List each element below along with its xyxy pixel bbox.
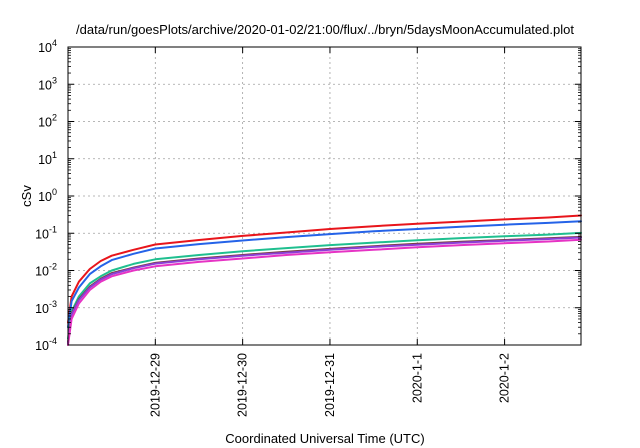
chart-title: /data/run/goesPlots/archive/2020-01-02/2…: [76, 22, 574, 37]
y-axis: 10-4 10-3 10-2 10-1 100 101 102 103 104: [35, 38, 581, 353]
y-tick-label: 101: [38, 150, 57, 167]
y-axis-label: cSv: [19, 185, 34, 207]
x-tick-label: 2019-12-31: [323, 353, 337, 417]
series-line-2: [67, 220, 582, 329]
y-tick-label: 10-1: [35, 224, 57, 241]
series-line-1: [67, 214, 582, 324]
grid: [68, 47, 581, 345]
y-tick-label: 10-3: [35, 299, 57, 316]
y-tick-label: 102: [38, 113, 57, 130]
y-tick-label: 10-4: [35, 336, 57, 353]
series-line-5: [67, 236, 582, 345]
y-tick-label: 104: [38, 38, 57, 55]
y-tick-label: 10-2: [35, 262, 57, 279]
x-tick-label: 2020-1-1: [410, 353, 424, 403]
x-tick-label: 2019-12-29: [148, 353, 162, 417]
series-line-3: [67, 231, 582, 340]
x-tick-label: 2020-1-2: [498, 353, 512, 403]
y-tick-label: 103: [38, 75, 57, 92]
y-tick-label: 100: [38, 187, 57, 204]
x-axis: 2019-12-29 2019-12-30 2019-12-31 2020-1-1 20…: [148, 47, 512, 417]
series-group: [67, 214, 582, 346]
series-line-6: [67, 238, 582, 346]
x-tick-label: 2019-12-30: [236, 353, 250, 417]
x-axis-label: Coordinated Universal Time (UTC): [225, 431, 424, 446]
